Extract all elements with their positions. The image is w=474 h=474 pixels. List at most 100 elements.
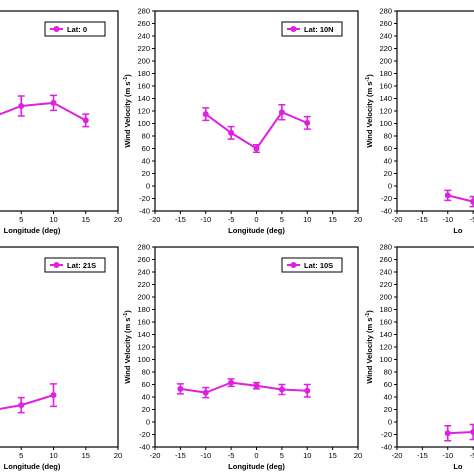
- plot-frame: [396, 246, 474, 448]
- x-tick-label: 5: [280, 451, 284, 460]
- legend-marker: [53, 26, 60, 32]
- series-line: [447, 431, 474, 435]
- series-line: [205, 111, 308, 150]
- x-tick-label: -5: [470, 215, 474, 224]
- y-tick-label: 200: [137, 57, 150, 66]
- y-tick-label: 280: [137, 7, 150, 16]
- y-tick-label: -40: [139, 443, 150, 452]
- legend-box: [44, 21, 106, 37]
- x-axis-title: Lo: [453, 462, 463, 471]
- y-tick-label: 60: [142, 144, 150, 153]
- plot-frame: [154, 246, 359, 448]
- x-tick-label: -10: [200, 215, 211, 224]
- x-tick-label: 0: [254, 451, 258, 460]
- y-tick-label: 200: [137, 293, 150, 302]
- x-tick-label: -10: [200, 451, 211, 460]
- y-tick-label: 140: [137, 94, 150, 103]
- x-tick-label: 20: [114, 451, 122, 460]
- series-line: [0, 394, 54, 410]
- y-tick-label: -20: [381, 430, 392, 439]
- y-axis-title: Wind Velocity (m s-1): [365, 74, 374, 148]
- y-tick-label: -20: [139, 194, 150, 203]
- y-tick-label: 240: [379, 32, 392, 41]
- x-axis-title: Longitude (deg): [4, 462, 61, 471]
- y-tick-label: 0: [146, 418, 150, 427]
- data-point: [304, 387, 311, 394]
- y-tick-label: 140: [379, 94, 392, 103]
- y-tick-label: 160: [379, 82, 392, 91]
- y-tick-label: 20: [142, 405, 150, 414]
- data-point: [470, 198, 474, 205]
- legend-label: Lat: 0: [67, 25, 87, 34]
- x-tick-label: 10: [303, 451, 311, 460]
- x-tick-label: -5: [470, 451, 474, 460]
- data-point: [18, 103, 25, 109]
- x-tick-label: 15: [328, 451, 336, 460]
- y-tick-label: 20: [384, 169, 392, 178]
- plot-frame: [0, 246, 119, 448]
- y-tick-label: 280: [379, 243, 392, 252]
- legend-label: Lat: 21S: [67, 261, 96, 270]
- plot-frame: [396, 10, 474, 212]
- data-point: [278, 109, 285, 116]
- data-point: [253, 382, 260, 389]
- x-tick-label: 5: [19, 451, 23, 460]
- y-tick-label: 160: [137, 82, 150, 91]
- data-point: [18, 402, 25, 409]
- series-line: [180, 381, 308, 394]
- y-tick-label: 80: [142, 368, 150, 377]
- chart-panel-bottom-left: -40-200204060801001201401601802002202402…: [0, 246, 122, 471]
- y-tick-label: 180: [137, 305, 150, 314]
- y-tick-label: 60: [142, 380, 150, 389]
- data-point: [444, 430, 451, 437]
- x-tick-label: 15: [82, 215, 90, 224]
- legend-marker: [53, 262, 60, 268]
- y-tick-label: 100: [379, 355, 392, 364]
- x-tick-label: -15: [175, 215, 186, 224]
- x-axis-title: Longitude (deg): [228, 462, 285, 471]
- y-tick-label: 220: [137, 280, 150, 289]
- y-tick-label: 0: [388, 418, 392, 427]
- x-tick-label: 20: [114, 215, 122, 224]
- x-tick-label: 10: [49, 215, 57, 224]
- y-tick-label: -20: [139, 430, 150, 439]
- data-point: [444, 192, 451, 199]
- data-point: [50, 392, 57, 399]
- legend-box: [281, 257, 343, 273]
- legend: Lat: 0: [44, 21, 106, 37]
- y-tick-label: 100: [379, 119, 392, 128]
- plot-frame: [154, 10, 359, 212]
- y-tick-label: 140: [379, 330, 392, 339]
- legend-marker: [290, 26, 297, 32]
- y-tick-label: 40: [384, 393, 392, 402]
- series-line: [0, 101, 87, 122]
- data-point: [470, 429, 474, 435]
- y-tick-label: 280: [137, 243, 150, 252]
- x-tick-label: 10: [49, 451, 57, 460]
- legend-marker: [290, 262, 297, 268]
- x-tick-label: 20: [354, 451, 362, 460]
- x-tick-label: -5: [228, 451, 235, 460]
- legend-box: [281, 21, 343, 37]
- y-tick-label: 20: [384, 405, 392, 414]
- y-tick-label: 160: [137, 318, 150, 327]
- y-tick-label: 260: [379, 255, 392, 264]
- y-axis-title: Wind Velocity (m s-1): [123, 74, 132, 148]
- x-tick-label: -15: [175, 451, 186, 460]
- legend: Lat: 10S: [281, 257, 343, 273]
- y-axis-title: Wind Velocity (m s-1): [123, 310, 132, 384]
- y-tick-label: 120: [137, 107, 150, 116]
- y-tick-label: 60: [384, 380, 392, 389]
- y-tick-label: 0: [146, 182, 150, 191]
- x-tick-label: -5: [228, 215, 235, 224]
- legend-box: [44, 257, 106, 273]
- y-tick-label: 180: [379, 305, 392, 314]
- data-point: [50, 99, 57, 106]
- y-tick-label: 80: [384, 132, 392, 141]
- data-point: [202, 389, 209, 396]
- x-tick-label: 10: [303, 215, 311, 224]
- x-axis-title: Lo: [453, 226, 463, 235]
- legend-label: Lat: 10N: [304, 25, 334, 34]
- data-point: [278, 386, 285, 393]
